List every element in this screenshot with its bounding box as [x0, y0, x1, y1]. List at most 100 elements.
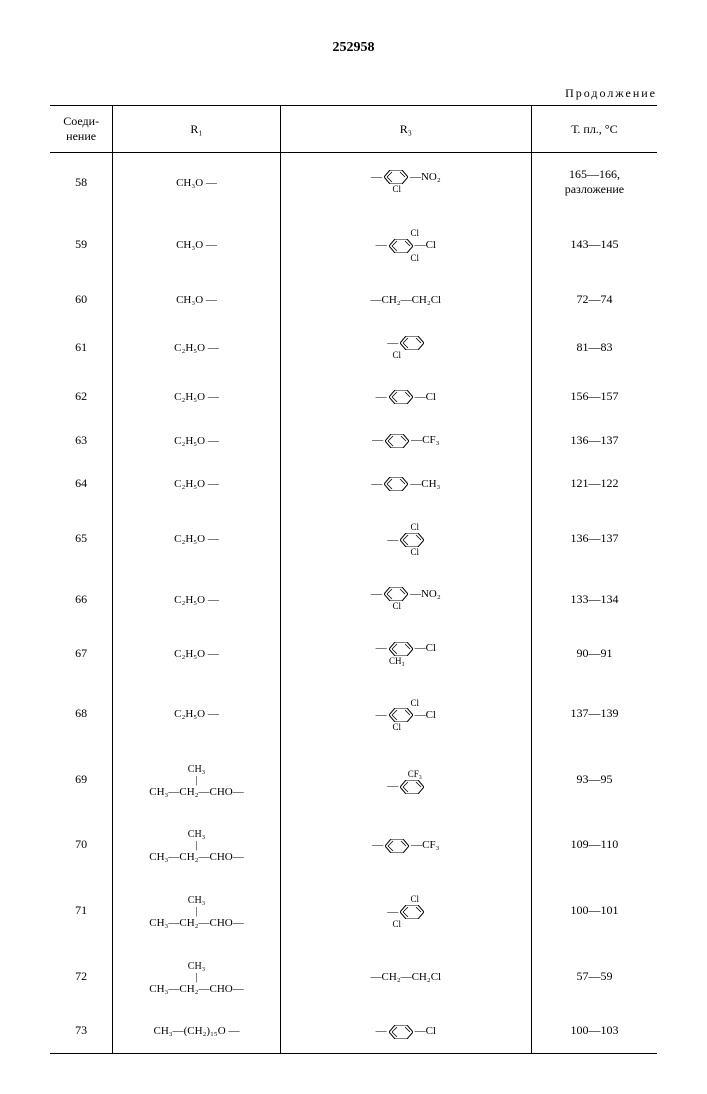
- r3-structure: — —Cl: [376, 1025, 436, 1039]
- cell-id: 64: [50, 462, 113, 506]
- cell-mp: 143—145: [531, 211, 657, 278]
- cell-r3: — —Cl: [280, 375, 531, 419]
- cell-r3: Cl — Cl: [280, 505, 531, 572]
- r1-text: CH₃O —: [176, 294, 217, 306]
- cell-mp: 100—103: [531, 1009, 657, 1053]
- cell-mp: 109—110: [531, 812, 657, 877]
- cell-r1: C₂H₅O —: [113, 462, 280, 506]
- r3-structure: Cl — Cl: [387, 522, 424, 558]
- cell-r3: — Cl: [280, 321, 531, 375]
- r3-structure: — —NO₂ Cl: [371, 587, 441, 612]
- cell-r1: CH₃O —: [113, 211, 280, 278]
- table-row: 73 CH₃—(CH₂)₁₅O — — —Cl 100—103: [50, 1009, 657, 1053]
- cell-id: 73: [50, 1009, 113, 1053]
- cell-r3: —CH₂—CH₂Cl: [280, 944, 531, 1009]
- table-row: 65 C₂H₅O — Cl — Cl 136—137: [50, 505, 657, 572]
- cell-r3: CF₃ —: [280, 747, 531, 812]
- r3-structure: — —Cl: [376, 390, 436, 404]
- cell-mp: 90—91: [531, 626, 657, 680]
- cell-r1: C₂H₅O —: [113, 321, 280, 375]
- cell-r3: —CH₂—CH₂Cl: [280, 278, 531, 321]
- cell-id: 63: [50, 418, 113, 462]
- cell-mp: 133—134: [531, 572, 657, 626]
- cell-mp: 72—74: [531, 278, 657, 321]
- cell-r3: Cl — —Cl Cl: [280, 681, 531, 748]
- table-row: 58 CH₃O — — —NO₂ Cl 165—166, разложение: [50, 153, 657, 212]
- cell-r3: — —CH₃: [280, 462, 531, 506]
- cell-r1: CH₃O —: [113, 153, 280, 212]
- cell-r1: C₂H₅O —: [113, 418, 280, 462]
- r3-structure: CF₃ —: [387, 769, 424, 794]
- cell-r1: C₂H₅O —: [113, 572, 280, 626]
- r1-text: C₂H₅O —: [174, 342, 219, 354]
- r3-structure: — —CH₃: [371, 477, 440, 491]
- cell-r3: — —CF₃: [280, 812, 531, 877]
- cell-r3: Cl — —Cl Cl: [280, 211, 531, 278]
- col-mp: Т. пл., °С: [531, 106, 657, 153]
- cell-r3: — —CF₃: [280, 418, 531, 462]
- cell-r3: — —NO₂ Cl: [280, 153, 531, 212]
- cell-r3: — —Cl: [280, 1009, 531, 1053]
- r1-text: C₂H₅O —: [174, 648, 219, 660]
- r1-text: CH₃O —: [176, 239, 217, 251]
- table-row: 67 C₂H₅O — — —Cl CH₃ 90—91: [50, 626, 657, 680]
- cell-mp: 57—59: [531, 944, 657, 1009]
- cell-id: 69: [50, 747, 113, 812]
- r1-text: CH₃—(CH₂)₁₅O —: [154, 1025, 240, 1037]
- cell-r1: CH₃—(CH₂)₁₅O —: [113, 1009, 280, 1053]
- cell-id: 71: [50, 877, 113, 944]
- cell-r1: CH₃O —: [113, 278, 280, 321]
- r1-text: C₂H₅O —: [174, 708, 219, 720]
- cell-r1: CH₃ | CH₃—CH₂—CHO—: [113, 944, 280, 1009]
- r3-structure: — Cl: [387, 336, 424, 361]
- continuation-label: Продолжение: [50, 86, 657, 101]
- cell-r3: — —Cl CH₃: [280, 626, 531, 680]
- cell-id: 67: [50, 626, 113, 680]
- r1-structure: CH₃ | CH₃—CH₂—CHO—: [149, 764, 243, 798]
- r1-structure: CH₃ | CH₃—CH₂—CHO—: [149, 961, 243, 995]
- cell-r1: C₂H₅O —: [113, 505, 280, 572]
- cell-id: 61: [50, 321, 113, 375]
- r1-structure: CH₃ | CH₃—CH₂—CHO—: [149, 829, 243, 863]
- cell-mp: 165—166, разложение: [531, 153, 657, 212]
- cell-mp: 156—157: [531, 375, 657, 419]
- r1-text: C₂H₅O —: [174, 533, 219, 545]
- cell-id: 66: [50, 572, 113, 626]
- r3-text: —CH₂—CH₂Cl: [370, 294, 441, 306]
- cell-r1: CH₃ | CH₃—CH₂—CHO—: [113, 812, 280, 877]
- cell-r1: CH₃ | CH₃—CH₂—CHO—: [113, 877, 280, 944]
- cell-mp: 121—122: [531, 462, 657, 506]
- table-row: 69 CH₃ | CH₃—CH₂—CHO— CF₃ — 93—95: [50, 747, 657, 812]
- table-row: 62 C₂H₅O — — —Cl 156—157: [50, 375, 657, 419]
- table-row: 64 C₂H₅O — — —CH₃ 121—122: [50, 462, 657, 506]
- r1-text: C₂H₅O —: [174, 435, 219, 447]
- r3-structure: — —NO₂ Cl: [371, 170, 441, 195]
- r3-structure: — —Cl CH₃: [376, 642, 436, 667]
- cell-id: 58: [50, 153, 113, 212]
- col-r1: R₁: [113, 106, 280, 153]
- r1-text: CH₃O —: [176, 177, 217, 189]
- cell-id: 62: [50, 375, 113, 419]
- r1-text: C₂H₅O —: [174, 391, 219, 403]
- col-r3: R₃: [280, 106, 531, 153]
- cell-r3: — —NO₂ Cl: [280, 572, 531, 626]
- col-compound: Соеди- нение: [50, 106, 113, 153]
- cell-mp: 100—101: [531, 877, 657, 944]
- cell-id: 70: [50, 812, 113, 877]
- cell-r1: C₂H₅O —: [113, 681, 280, 748]
- r3-structure: Cl — Cl: [387, 894, 424, 930]
- r3-structure: Cl — —Cl Cl: [376, 698, 436, 734]
- cell-id: 72: [50, 944, 113, 1009]
- table-row: 63 C₂H₅O — — —CF₃ 136—137: [50, 418, 657, 462]
- r3-structure: Cl — —Cl Cl: [376, 228, 436, 264]
- cell-id: 68: [50, 681, 113, 748]
- r1-text: C₂H₅O —: [174, 478, 219, 490]
- table-row: 61 C₂H₅O — — Cl 81—83: [50, 321, 657, 375]
- cell-r1: CH₃ | CH₃—CH₂—CHO—: [113, 747, 280, 812]
- table-row: 59 CH₃O — Cl — —Cl Cl 143—145: [50, 211, 657, 278]
- table-row: 68 C₂H₅O — Cl — —Cl Cl 137—139: [50, 681, 657, 748]
- table-row: 71 CH₃ | CH₃—CH₂—CHO— Cl — Cl 100—101: [50, 877, 657, 944]
- r3-text: —CH₂—CH₂Cl: [370, 971, 441, 983]
- table-row: 60 CH₃O — —CH₂—CH₂Cl 72—74: [50, 278, 657, 321]
- cell-r1: C₂H₅O —: [113, 375, 280, 419]
